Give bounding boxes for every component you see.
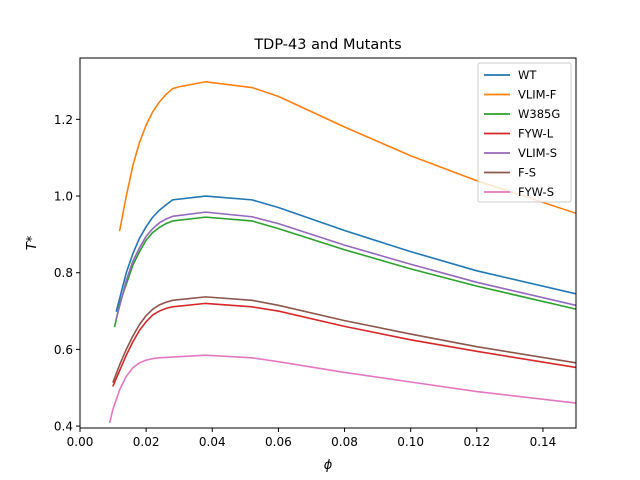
y-tick-label: 0.8 xyxy=(54,266,73,280)
legend-label: W385G xyxy=(518,107,560,121)
y-axis-title: T* xyxy=(25,235,40,250)
legend-label: F-S xyxy=(518,166,536,180)
series-line-w385g xyxy=(113,216,576,328)
legend-label: VLIM-S xyxy=(518,146,557,160)
y-tick-label: 0.6 xyxy=(54,343,73,357)
axes-frame xyxy=(79,57,577,429)
legend-label: WT xyxy=(518,68,537,82)
series-line-f-s xyxy=(112,296,576,383)
y-axis: 0.4 0.6 0.8 1.0 1.2 xyxy=(54,113,80,434)
legend-label: FYW-L xyxy=(518,127,554,141)
x-axis: 0.00 0.02 0.04 0.06 0.08 0.10 0.12 0.14 xyxy=(67,428,557,449)
x-tick-label: 0.10 xyxy=(397,435,424,449)
x-tick-label: 0.08 xyxy=(331,435,358,449)
series-line-vlim-s xyxy=(115,211,576,320)
x-tick-label: 0.00 xyxy=(67,435,94,449)
x-tick-label: 0.04 xyxy=(199,435,226,449)
legend-label: FYW-S xyxy=(518,185,554,199)
series-line-wt xyxy=(115,195,576,312)
x-tick-label: 0.12 xyxy=(463,435,490,449)
series-line-vlim-f xyxy=(118,80,576,232)
legend-label: VLIM-F xyxy=(518,88,556,102)
series-line-fyw-s xyxy=(108,354,576,424)
x-tick-label: 0.02 xyxy=(133,435,160,449)
x-tick-label: 0.06 xyxy=(265,435,292,449)
x-tick-label: 0.14 xyxy=(530,435,557,449)
x-axis-title: ϕ xyxy=(324,458,333,473)
y-tick-label: 0.4 xyxy=(54,420,73,434)
series-layer xyxy=(108,80,576,424)
y-tick-label: 1.0 xyxy=(54,190,73,204)
legend: WT VLIM-F W385G FYW-L VLIM-S F-S FYW-S xyxy=(477,62,572,203)
chart-title: TDP-43 and Mutants xyxy=(253,37,401,53)
series-line-fyw-l xyxy=(112,302,576,387)
legend-box xyxy=(477,62,572,203)
y-tick-label: 1.2 xyxy=(54,113,73,127)
